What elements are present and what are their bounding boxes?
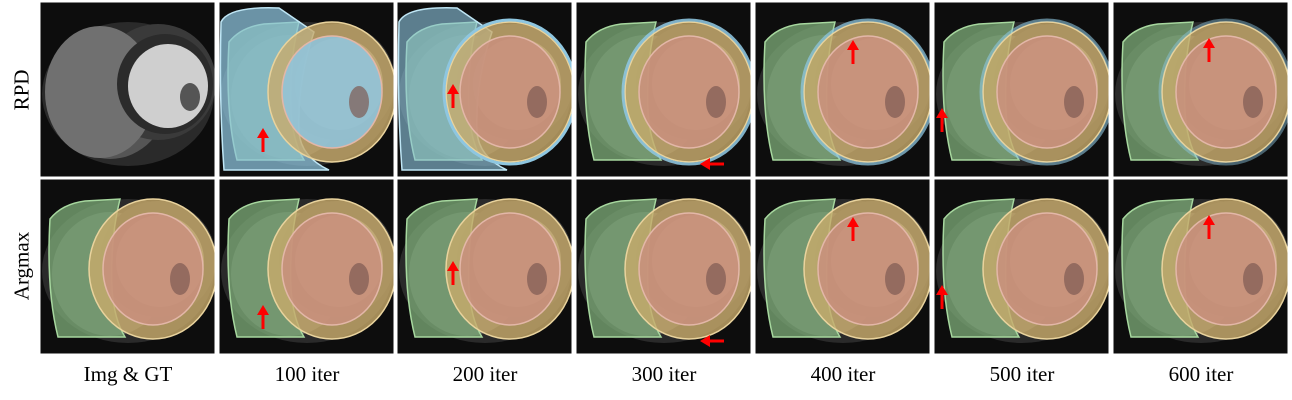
panel-rpd-600-iter (1113, 2, 1288, 177)
red-arrow-icon (1203, 215, 1215, 239)
col-label-200-iter: 200 iter (452, 362, 518, 386)
col-label-img-gt: Img & GT (83, 362, 173, 386)
red-arrow-icon (847, 40, 859, 64)
red-arrow-icon (936, 108, 948, 132)
panel-rpd-500-iter (934, 2, 1109, 177)
col-label-500-iter: 500 iter (989, 362, 1055, 386)
red-arrow-icon (847, 217, 859, 241)
panel-rpd-img-gt (40, 2, 215, 177)
red-arrow-icon (700, 158, 724, 170)
red-arrow-icon (936, 285, 948, 309)
red-arrow-icon (447, 261, 459, 285)
red-arrow-icon (447, 84, 459, 108)
panel-rpd-300-iter (576, 2, 751, 177)
col-label-100-iter: 100 iter (274, 362, 340, 386)
row-label-rpd: RPD (9, 69, 34, 111)
row-label-argmax: Argmax (9, 231, 34, 301)
panel-argmax-600-iter (1113, 179, 1288, 354)
red-arrow-icon (1203, 38, 1215, 62)
red-arrow-icon (257, 128, 269, 152)
panel-argmax-300-iter (576, 179, 751, 354)
col-label-600-iter: 600 iter (1168, 362, 1234, 386)
col-label-400-iter: 400 iter (810, 362, 876, 386)
panel-argmax-500-iter (934, 179, 1109, 354)
red-arrow-icon (700, 335, 724, 347)
panel-argmax-100-iter (219, 179, 394, 354)
panel-rpd-100-iter (219, 2, 394, 177)
panel-argmax-200-iter (397, 179, 572, 354)
panel-rpd-400-iter (755, 2, 930, 177)
panel-argmax-img-gt (40, 179, 215, 354)
panel-rpd-200-iter (397, 2, 572, 177)
panel-argmax-400-iter (755, 179, 930, 354)
col-label-300-iter: 300 iter (631, 362, 697, 386)
red-arrow-icon (257, 305, 269, 329)
